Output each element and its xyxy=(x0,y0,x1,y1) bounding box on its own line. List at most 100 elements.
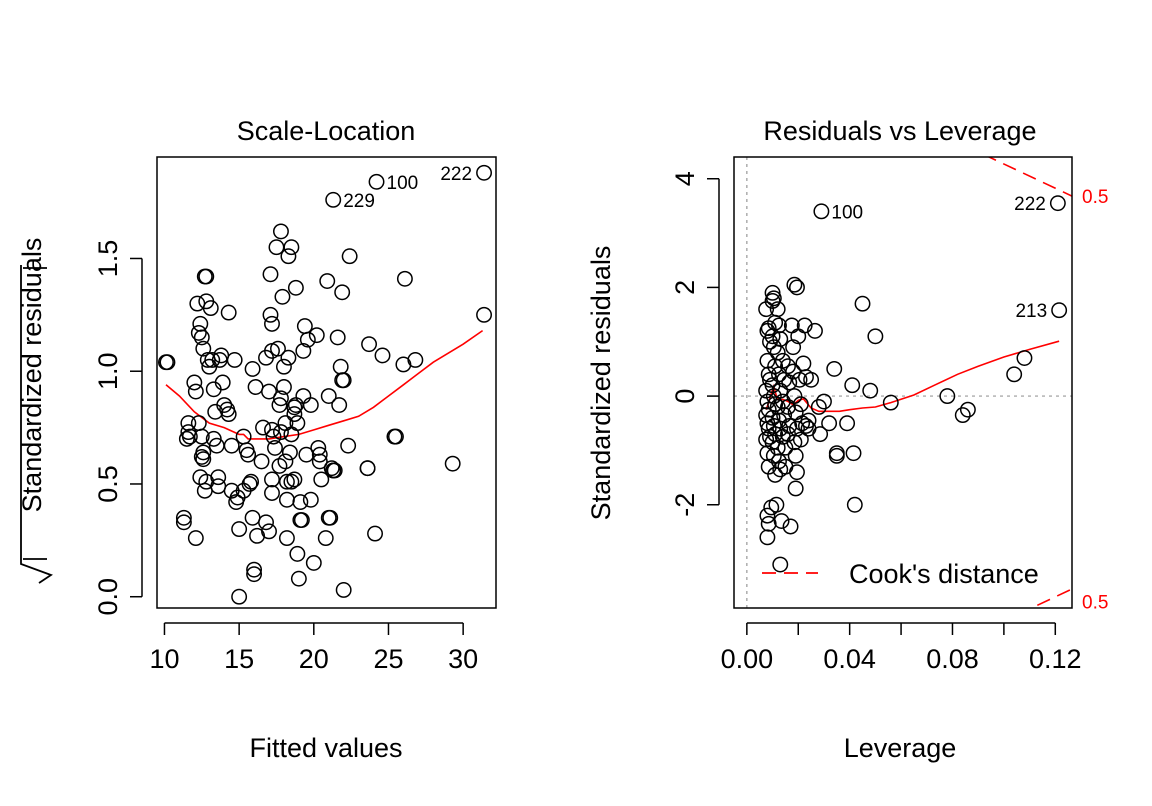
data-point xyxy=(264,485,280,501)
data-point xyxy=(444,455,461,472)
smoother-line xyxy=(165,329,484,440)
data-point xyxy=(264,421,280,438)
data-point xyxy=(367,525,383,542)
legend-label: Cook's distance xyxy=(849,559,1039,589)
data-point xyxy=(839,415,856,432)
data-point xyxy=(785,339,802,356)
data-point xyxy=(311,446,328,463)
data-point xyxy=(289,415,306,432)
data-point xyxy=(341,248,358,265)
residuals-leverage-xlabel: Leverage xyxy=(844,733,957,763)
data-point xyxy=(787,447,804,464)
data-point xyxy=(187,530,204,547)
data-point xyxy=(270,340,286,357)
data-point xyxy=(302,491,319,508)
smoother-line xyxy=(765,340,1060,413)
data-point xyxy=(322,509,339,526)
data-point xyxy=(231,588,248,605)
data-point xyxy=(844,377,861,394)
point-label: 213 xyxy=(1015,301,1047,322)
data-point xyxy=(220,304,237,321)
data-point xyxy=(311,453,328,470)
y-tick-label: 2 xyxy=(670,280,700,295)
residuals-leverage-title: Residuals vs Leverage xyxy=(763,116,1036,146)
data-point xyxy=(204,352,221,368)
smoother-line xyxy=(987,157,1072,197)
scale-location-ylabel-group: Standardized residuals xyxy=(17,238,53,584)
x-tick-label: 25 xyxy=(373,644,403,674)
data-point xyxy=(280,349,297,366)
x-tick-label: 0.08 xyxy=(926,644,979,674)
data-point xyxy=(882,394,899,411)
data-point xyxy=(959,401,976,418)
data-point xyxy=(1051,302,1068,319)
data-point xyxy=(273,390,289,407)
data-point xyxy=(302,397,319,413)
data-point xyxy=(271,397,288,413)
data-point xyxy=(283,473,300,490)
data-point xyxy=(278,491,295,508)
data-point xyxy=(476,164,493,181)
data-point xyxy=(765,290,782,307)
data-point xyxy=(299,331,316,348)
data-point xyxy=(361,336,378,353)
scale-location-panel: Scale-Location 10 15 20 25 30 0.0 0.5 1.0 1.5 1… xyxy=(17,116,497,763)
data-point xyxy=(253,453,270,470)
data-point xyxy=(210,478,227,495)
x-tick-label: 0.00 xyxy=(721,644,774,674)
data-point xyxy=(264,315,280,332)
data-point xyxy=(289,545,306,562)
data-point xyxy=(320,388,337,404)
data-point xyxy=(939,388,956,405)
data-point xyxy=(308,327,325,344)
data-point xyxy=(326,462,343,479)
data-point xyxy=(210,469,227,486)
data-point xyxy=(332,358,349,375)
data-point xyxy=(374,347,391,364)
data-point xyxy=(845,445,862,462)
data-point xyxy=(193,428,210,445)
data-point xyxy=(262,266,279,283)
scale-location-points xyxy=(158,164,493,605)
data-point xyxy=(862,382,879,399)
data-point xyxy=(198,268,215,285)
scale-location-ylabel: Standardized residuals xyxy=(17,238,47,513)
data-point xyxy=(216,397,233,413)
data-point xyxy=(243,473,260,490)
y-tick-label: 0.5 xyxy=(93,465,123,503)
data-point xyxy=(264,471,280,488)
cooks-distance-level-label: 0.5 xyxy=(1082,592,1108,613)
data-point xyxy=(323,460,340,477)
x-tick-label: 10 xyxy=(149,644,179,674)
data-point xyxy=(286,399,303,416)
data-point xyxy=(810,399,827,415)
data-point xyxy=(816,393,832,410)
data-point xyxy=(764,284,781,301)
point-label: 229 xyxy=(343,191,375,212)
data-point xyxy=(178,430,195,447)
data-point xyxy=(782,518,799,535)
data-point xyxy=(1016,350,1033,366)
data-point xyxy=(281,444,298,461)
sqrt-radical-icon xyxy=(20,265,53,584)
data-point xyxy=(246,561,263,578)
y-tick-label: 0 xyxy=(670,389,700,404)
data-point xyxy=(792,431,809,448)
smoother-line xyxy=(1036,588,1072,607)
data-point xyxy=(792,396,809,413)
point-label: 222 xyxy=(440,164,472,185)
x-tick-label: 15 xyxy=(224,644,254,674)
x-tick-label: 20 xyxy=(299,644,329,674)
data-point xyxy=(273,223,289,240)
data-point xyxy=(317,530,334,547)
scale-location-y-axis: 0.0 0.5 1.0 1.5 xyxy=(93,240,143,615)
y-tick-label: -2 xyxy=(670,493,700,517)
data-point xyxy=(273,424,289,441)
data-point xyxy=(278,473,295,490)
data-point xyxy=(247,379,264,395)
data-point xyxy=(771,412,787,429)
cooks-distance-contours xyxy=(987,157,1072,607)
data-point xyxy=(214,374,231,391)
data-point xyxy=(821,415,838,432)
scale-location-smoother xyxy=(165,329,484,440)
